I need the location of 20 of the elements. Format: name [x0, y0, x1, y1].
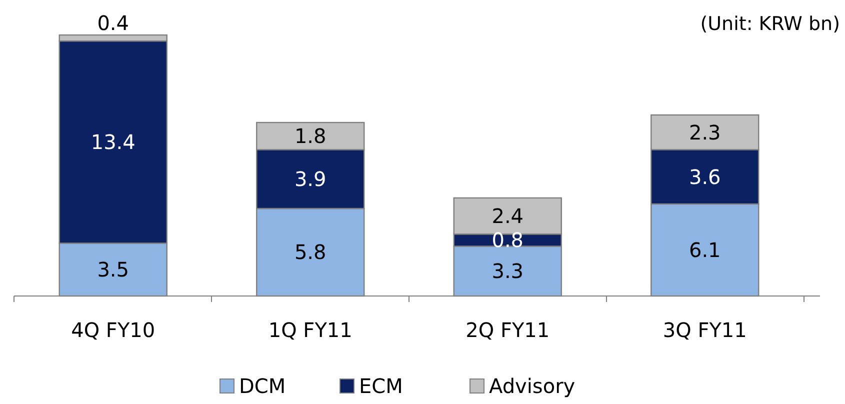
annotation: (Unit: KRW bn) [700, 13, 840, 35]
x-tick-label: 4Q FY10 [71, 318, 156, 342]
data-label: 0.4 [97, 11, 130, 35]
data-label: 3.5 [97, 258, 130, 282]
data-label: 3.6 [688, 164, 721, 189]
data-label: 3.9 [294, 167, 326, 192]
data-label: 5.8 [294, 240, 326, 264]
legend-label: Advisory [489, 374, 576, 398]
data-label: 3.3 [492, 259, 524, 284]
x-tick-label: 2Q FY11 [466, 318, 550, 342]
data-label: 0.8 [492, 228, 524, 252]
legend-label: ECM [359, 374, 403, 398]
data-label: 6.1 [688, 238, 721, 262]
x-tick-label: 3Q FY11 [662, 318, 747, 342]
data-label: 13.4 [90, 130, 136, 154]
data-label: 2.4 [492, 204, 524, 228]
legend-label: DCM [239, 374, 286, 398]
x-tick-label: 1Q FY11 [268, 318, 352, 342]
data-label: 2.3 [688, 120, 721, 144]
data-label: 1.8 [294, 124, 326, 148]
